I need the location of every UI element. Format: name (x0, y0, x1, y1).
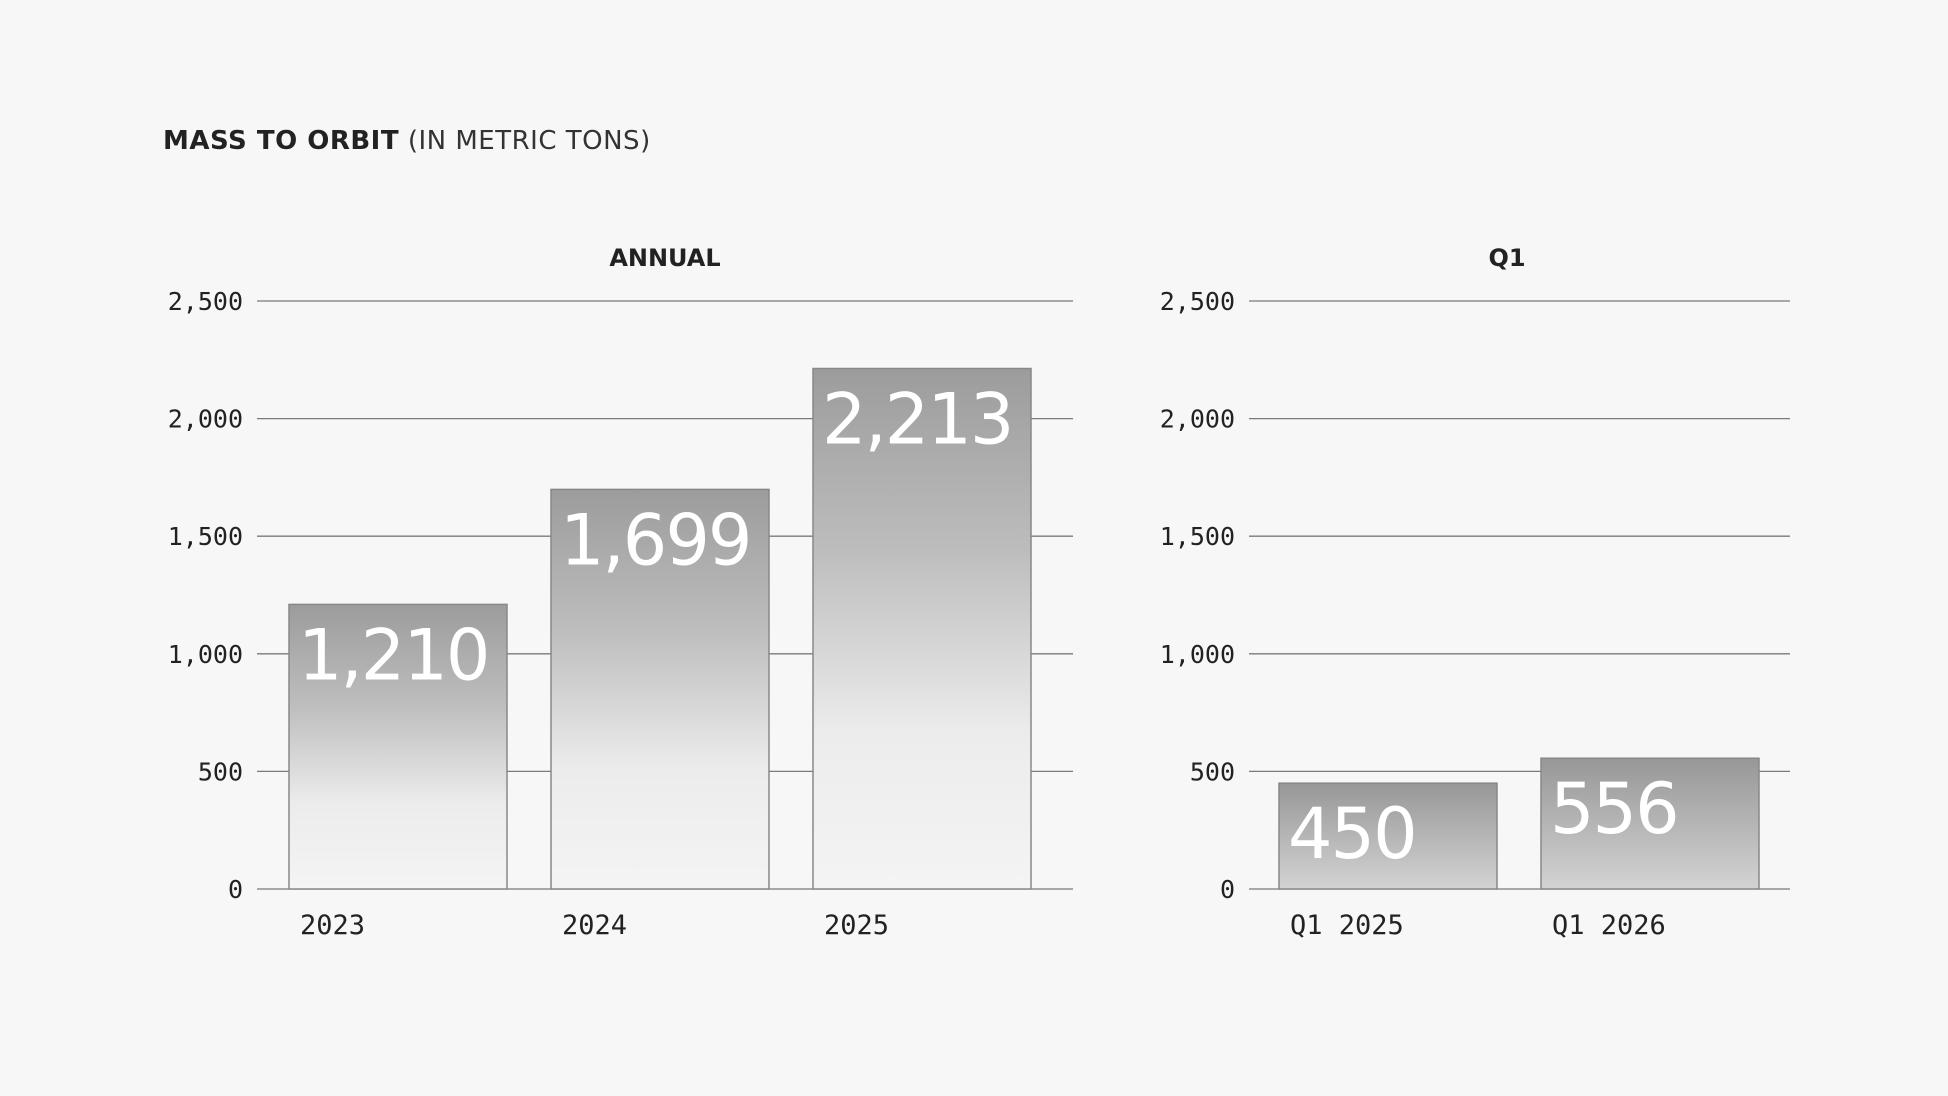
bar (1540, 757, 1760, 890)
y-tick-label: 1,000 (168, 640, 243, 669)
panel-title: ANNUAL (609, 244, 720, 272)
chart-title-bold: MASS TO ORBIT (163, 126, 400, 156)
y-tick-label: 500 (198, 757, 243, 786)
bar (812, 367, 1032, 890)
bar-value-label: 556 (1550, 768, 1678, 850)
x-category-label: Q1 2026 (1552, 910, 1666, 941)
y-tick-label: 2,000 (1160, 405, 1235, 434)
y-tick-label: 0 (1220, 875, 1235, 904)
chart-title-unit: (IN METRIC TONS) (407, 126, 651, 156)
y-tick-label: 1,000 (1160, 640, 1235, 669)
y-tick-label: 2,000 (168, 405, 243, 434)
bar-value-label: 1,210 (298, 614, 488, 696)
y-tick-label: 2,500 (168, 287, 243, 316)
bar (288, 603, 508, 890)
y-tick-label: 1,500 (168, 522, 243, 551)
x-category-label: 2023 (300, 910, 365, 941)
x-category-label: Q1 2025 (1290, 910, 1404, 941)
panel-title: Q1 (1488, 244, 1525, 272)
y-tick-label: 0 (228, 875, 243, 904)
bar-value-label: 450 (1288, 793, 1416, 875)
bar-value-label: 2,213 (822, 379, 1012, 461)
chart-title: MASS TO ORBIT (IN METRIC TONS) (163, 126, 651, 156)
bar (550, 488, 770, 890)
y-tick-label: 500 (1190, 757, 1235, 786)
bar-value-label: 1,699 (560, 499, 750, 581)
bar (1278, 782, 1498, 890)
y-tick-label: 2,500 (1160, 287, 1235, 316)
y-tick-label: 1,500 (1160, 522, 1235, 551)
x-category-label: 2024 (562, 910, 627, 941)
x-category-label: 2025 (824, 910, 889, 941)
